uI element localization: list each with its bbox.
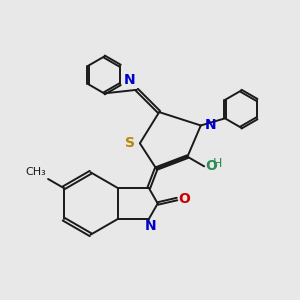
- Text: O: O: [178, 192, 190, 206]
- Text: N: N: [124, 74, 135, 87]
- Text: S: S: [124, 136, 134, 150]
- Text: N: N: [145, 219, 156, 232]
- Text: N: N: [204, 118, 216, 133]
- Text: H: H: [212, 158, 222, 170]
- Text: O: O: [205, 159, 217, 173]
- Text: CH₃: CH₃: [26, 167, 46, 178]
